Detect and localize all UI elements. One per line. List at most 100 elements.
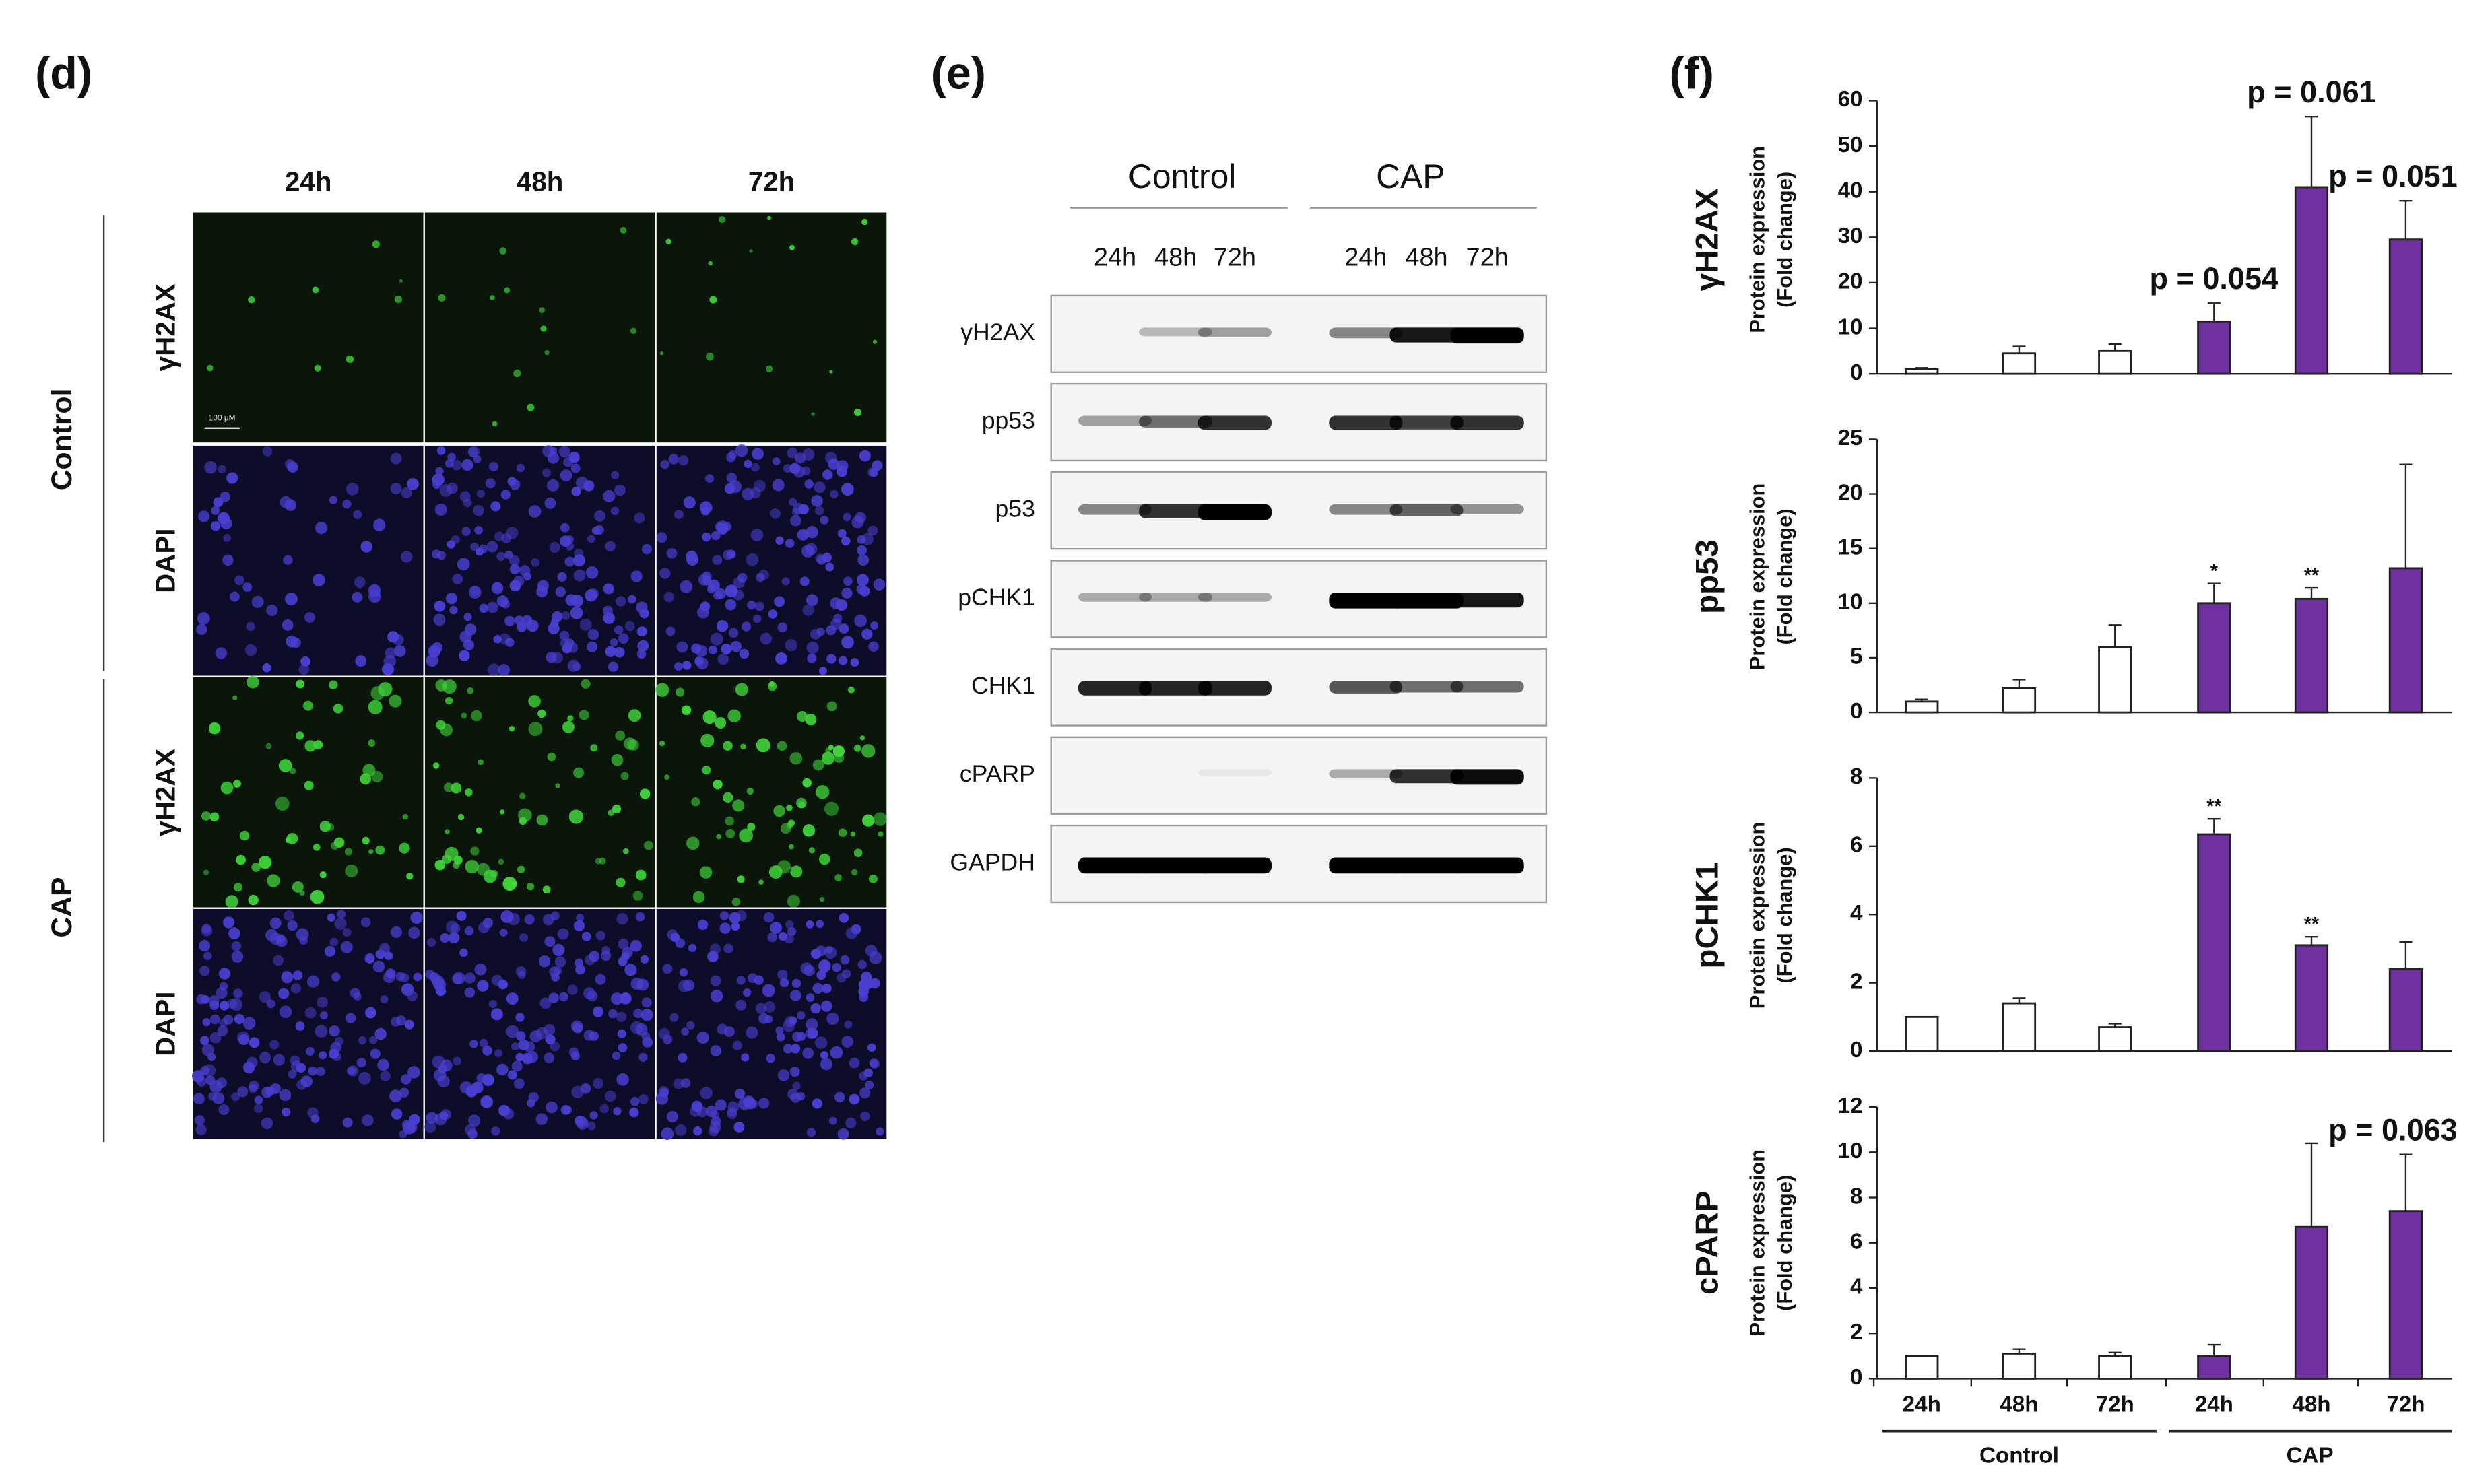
cell [456, 910, 467, 921]
cell [841, 1036, 854, 1048]
cell [515, 966, 527, 977]
cell [550, 911, 560, 920]
cell [319, 1011, 328, 1019]
y-axis-label: (Fold change) [1773, 1175, 1796, 1311]
band [1329, 592, 1403, 609]
cell [861, 628, 873, 640]
cell [686, 1021, 695, 1030]
cell [614, 646, 625, 658]
cell [273, 955, 284, 966]
cell [674, 510, 684, 520]
y-axis-label: Protein expression [1745, 146, 1769, 333]
cell [849, 1093, 860, 1105]
cell [612, 804, 622, 814]
cell [445, 829, 450, 834]
cell [624, 737, 636, 750]
cell [395, 972, 405, 982]
cell [861, 218, 868, 226]
cell [506, 1025, 519, 1038]
cell [445, 846, 459, 861]
cell [516, 463, 525, 473]
cell [542, 468, 552, 477]
cell [789, 244, 795, 250]
cell [242, 1017, 256, 1030]
micrograph-bg [656, 212, 887, 443]
cell [574, 548, 584, 558]
cell [750, 463, 760, 472]
cell [620, 992, 632, 1005]
cell [340, 941, 353, 953]
cell [618, 1043, 628, 1053]
cell [686, 836, 700, 850]
cell [806, 1018, 818, 1031]
y-tick-label: 10 [1838, 590, 1863, 615]
cell [716, 834, 722, 840]
bar [2002, 687, 2037, 714]
cell [288, 1069, 297, 1079]
cell [345, 864, 358, 877]
cell [369, 1036, 378, 1044]
cell [721, 521, 731, 531]
cell [280, 496, 292, 508]
cell [312, 286, 319, 294]
cell [814, 1036, 828, 1049]
cell [305, 1047, 315, 1056]
band [1198, 769, 1272, 776]
cell [711, 1116, 721, 1127]
cell [581, 679, 591, 689]
cell [811, 412, 815, 416]
cell [282, 619, 294, 631]
cell [353, 510, 362, 519]
cell [777, 1069, 790, 1081]
cell [209, 1032, 222, 1044]
bar [2294, 944, 2329, 1052]
bar-annotation: p = 0.063 [2328, 1112, 2458, 1147]
cell [392, 634, 404, 646]
cell [279, 1005, 292, 1019]
cell [702, 766, 711, 775]
cell [346, 355, 354, 364]
lane-label: 72h [1466, 243, 1508, 271]
cell [713, 591, 722, 600]
cell [789, 1067, 800, 1077]
cell [193, 1093, 205, 1105]
cell [432, 473, 445, 486]
cell [802, 448, 815, 461]
cell [362, 764, 376, 777]
cell [683, 496, 696, 509]
cell [464, 972, 476, 984]
cell [246, 675, 259, 689]
cell [459, 650, 470, 661]
y-axis-label: Protein expression [1745, 1149, 1769, 1337]
cell [473, 504, 484, 516]
cell [479, 1038, 488, 1048]
cell [850, 658, 859, 667]
cell [203, 869, 209, 876]
cell [841, 587, 853, 599]
cell [792, 1032, 803, 1042]
cell [469, 1040, 478, 1048]
cell [570, 606, 583, 619]
y-axis-label: Protein expression [1745, 483, 1769, 671]
cell [231, 1092, 240, 1102]
micrograph-bg [424, 212, 655, 443]
cell [867, 1043, 876, 1052]
cell [453, 861, 460, 869]
y-tick-label: 12 [1838, 1093, 1863, 1118]
cell [869, 978, 880, 989]
cell [636, 978, 649, 991]
cell [506, 992, 519, 1005]
cell [727, 549, 736, 559]
cell [544, 936, 556, 947]
cell [754, 601, 764, 611]
cell [610, 992, 624, 1005]
band [1450, 769, 1524, 785]
band [1139, 327, 1213, 337]
cell [513, 1078, 525, 1089]
cell [433, 978, 447, 992]
cell [453, 1056, 461, 1066]
cell [347, 1066, 356, 1075]
cell [546, 1101, 558, 1114]
cell [592, 1006, 604, 1017]
cell [709, 296, 717, 304]
